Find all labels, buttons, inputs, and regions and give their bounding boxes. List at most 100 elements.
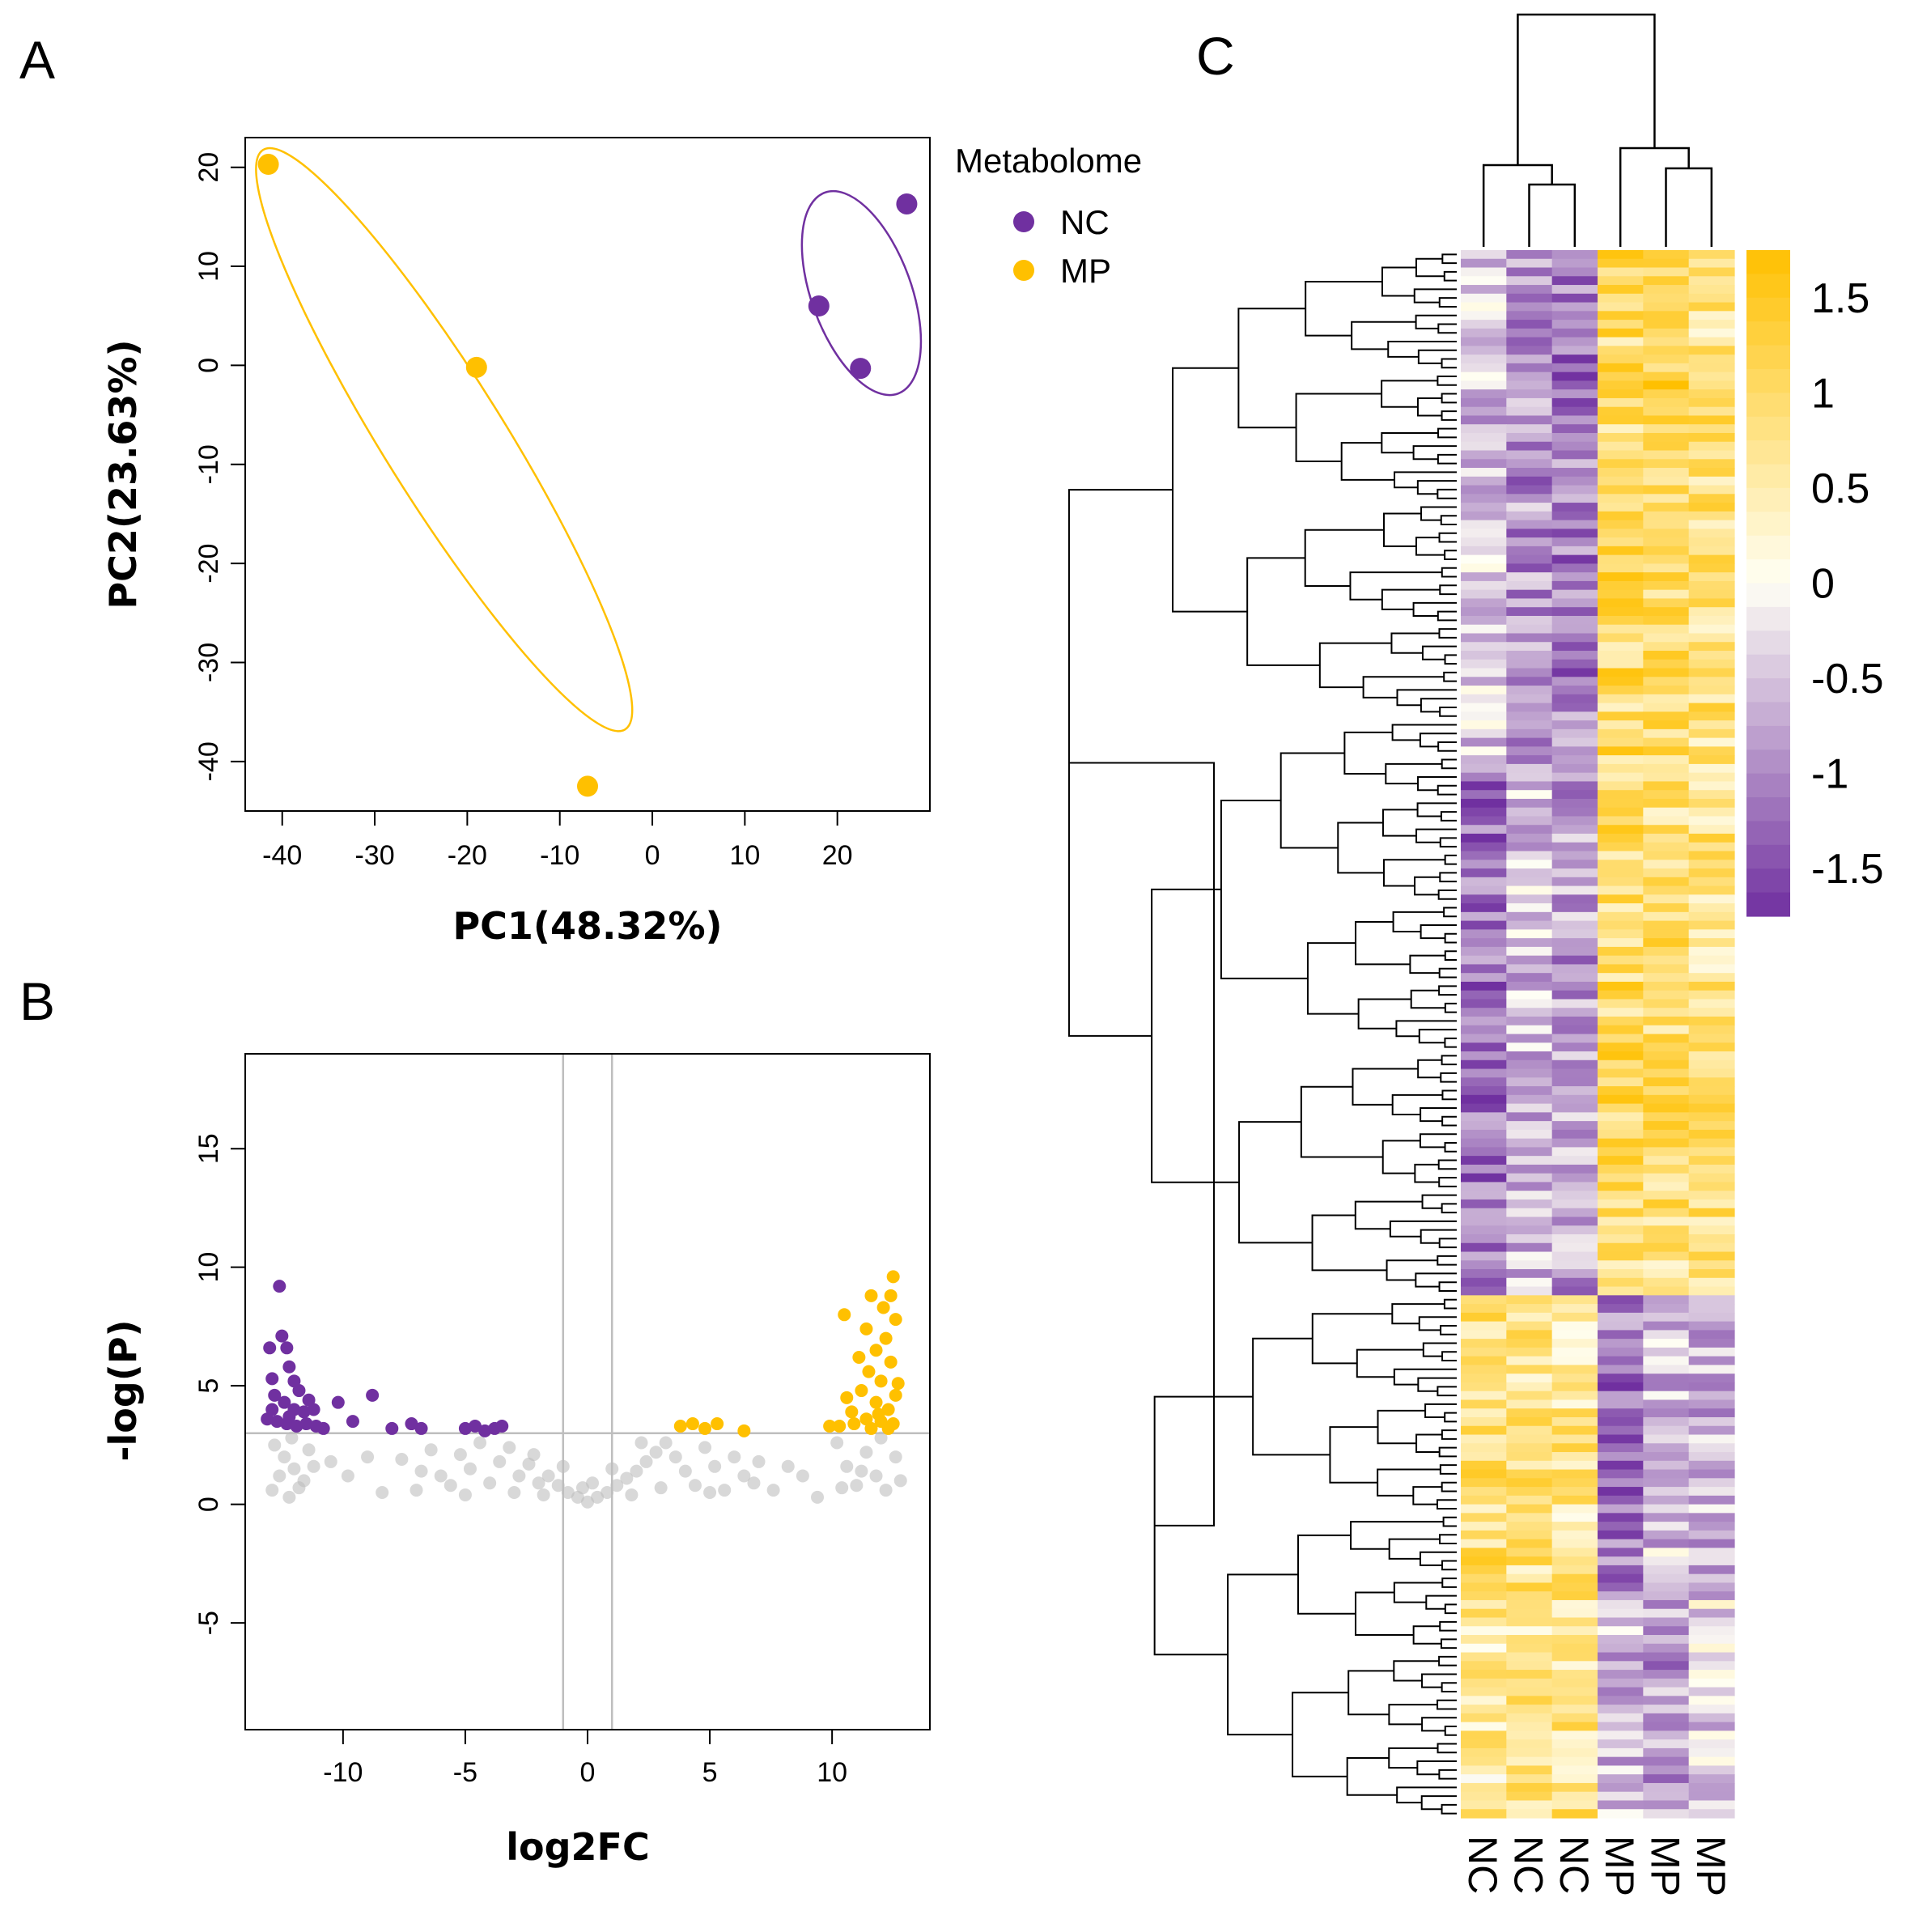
heatmap-cell xyxy=(1506,668,1553,677)
heatmap-cell xyxy=(1461,1391,1507,1401)
heatmap-cell xyxy=(1506,1347,1553,1357)
volcano-point-ns xyxy=(659,1436,673,1450)
heatmap-cell xyxy=(1643,1661,1690,1671)
heatmap-cell xyxy=(1506,659,1553,669)
heatmap-cell xyxy=(1643,877,1690,887)
heatmap-cell xyxy=(1506,1077,1553,1087)
heatmap-cell xyxy=(1688,1460,1735,1471)
heatmap-cell xyxy=(1506,441,1553,452)
heatmap-cell xyxy=(1506,1565,1553,1575)
heatmap-cell xyxy=(1461,668,1507,677)
heatmap-cell xyxy=(1643,424,1690,434)
heatmap-cell xyxy=(1506,424,1553,434)
heatmap-cell xyxy=(1643,885,1690,895)
heatmap-cell xyxy=(1598,1678,1644,1688)
heatmap-cell xyxy=(1598,1199,1644,1209)
heatmap-cell xyxy=(1688,772,1735,783)
heatmap-cell xyxy=(1688,851,1735,860)
heatmap-cell xyxy=(1461,1513,1507,1522)
heatmap-cell xyxy=(1643,990,1690,1000)
heatmap-cell xyxy=(1461,1199,1507,1209)
dendrogram-branch xyxy=(1444,1037,1457,1048)
heatmap-cell xyxy=(1598,1242,1644,1253)
heatmap-cell xyxy=(1461,1643,1507,1654)
volcano-point-ns xyxy=(737,1469,751,1483)
heatmap-cell xyxy=(1598,1756,1644,1767)
volcano-point-mp xyxy=(881,1403,895,1416)
volcano-point-ns xyxy=(434,1469,448,1483)
heatmap-cell xyxy=(1461,276,1507,286)
heatmap-cell xyxy=(1688,1374,1735,1383)
heatmap-cell xyxy=(1598,842,1644,852)
heatmap-cell xyxy=(1506,703,1553,712)
dendrogram-branch xyxy=(1482,163,1553,247)
heatmap-cell xyxy=(1688,1617,1735,1627)
heatmap-cell xyxy=(1506,1774,1553,1784)
heatmap-cell xyxy=(1688,1487,1735,1497)
heatmap-cell xyxy=(1643,615,1690,626)
heatmap-cell xyxy=(1688,1522,1735,1531)
heatmap-cell xyxy=(1551,1652,1598,1662)
dendrogram-branch xyxy=(1068,762,1215,1526)
heatmap-cell xyxy=(1551,1452,1598,1462)
heatmap-cell xyxy=(1643,1487,1690,1497)
heatmap-cell xyxy=(1643,1191,1690,1200)
heatmap-cell xyxy=(1506,711,1553,721)
heatmap-cell xyxy=(1643,1304,1690,1314)
heatmap-cell xyxy=(1551,537,1598,547)
colorbar-tick-label: 0.5 xyxy=(1811,465,1869,512)
heatmap-cell xyxy=(1551,1591,1598,1601)
heatmap-cell xyxy=(1643,894,1690,904)
heatmap-cell xyxy=(1688,1269,1735,1279)
dendrogram-branch xyxy=(1437,610,1457,622)
heatmap-cell xyxy=(1598,441,1644,452)
heatmap-cell xyxy=(1506,432,1553,443)
heatmap-cell xyxy=(1643,607,1690,617)
colorbar-swatch xyxy=(1746,440,1790,465)
volcano-point-nc xyxy=(331,1395,345,1409)
heatmap-cell xyxy=(1598,1034,1644,1043)
dendrogram-branch xyxy=(1441,1203,1457,1214)
heatmap-cell xyxy=(1551,1425,1598,1436)
dendrogram-branch xyxy=(1396,689,1457,707)
heatmap-cell xyxy=(1551,1599,1598,1610)
heatmap-cell xyxy=(1598,529,1644,538)
heatmap-cell xyxy=(1551,964,1598,974)
volcano-point-nc xyxy=(469,1419,482,1433)
dendrogram-branch xyxy=(1246,557,1320,666)
heatmap-cell xyxy=(1461,1365,1507,1374)
heatmap-cell xyxy=(1506,302,1553,312)
volcano-point-ns xyxy=(610,1479,624,1493)
heatmap-cell xyxy=(1688,529,1735,538)
heatmap-cell xyxy=(1461,459,1507,469)
heatmap-cell xyxy=(1598,694,1644,704)
heatmap-cell xyxy=(1461,1522,1507,1531)
legend-marker-mp xyxy=(1013,260,1034,281)
heatmap-cell xyxy=(1506,380,1553,390)
heatmap-cell xyxy=(1506,633,1553,643)
heatmap-cell xyxy=(1461,1068,1507,1078)
dendrogram-branch xyxy=(1441,1560,1457,1571)
heatmap-cell xyxy=(1643,842,1690,852)
heatmap-cell xyxy=(1598,1156,1644,1166)
volcano-point-ns xyxy=(728,1450,741,1464)
pca-ellipses xyxy=(255,146,923,732)
heatmap-cell xyxy=(1598,1321,1644,1331)
heatmap-cell xyxy=(1643,1365,1690,1374)
heatmap-cell xyxy=(1551,546,1598,556)
heatmap-cell xyxy=(1598,1809,1644,1819)
volcano-point-ns xyxy=(601,1486,614,1500)
heatmap-cell xyxy=(1643,1269,1690,1279)
heatmap-cell xyxy=(1643,1251,1690,1261)
heatmap-cell xyxy=(1461,589,1507,600)
heatmap-cell xyxy=(1643,1556,1690,1566)
y-tick-label: 0 xyxy=(193,1497,224,1512)
volcano-points xyxy=(261,1270,907,1509)
heatmap-cell xyxy=(1688,415,1735,425)
volcano-point-ns xyxy=(581,1495,594,1509)
heatmap-cell xyxy=(1551,1643,1598,1654)
heatmap-cell xyxy=(1506,1434,1553,1444)
heatmap-cell xyxy=(1551,1408,1598,1418)
heatmap-cell xyxy=(1598,397,1644,408)
heatmap-column-label: MP xyxy=(1643,1836,1688,1896)
